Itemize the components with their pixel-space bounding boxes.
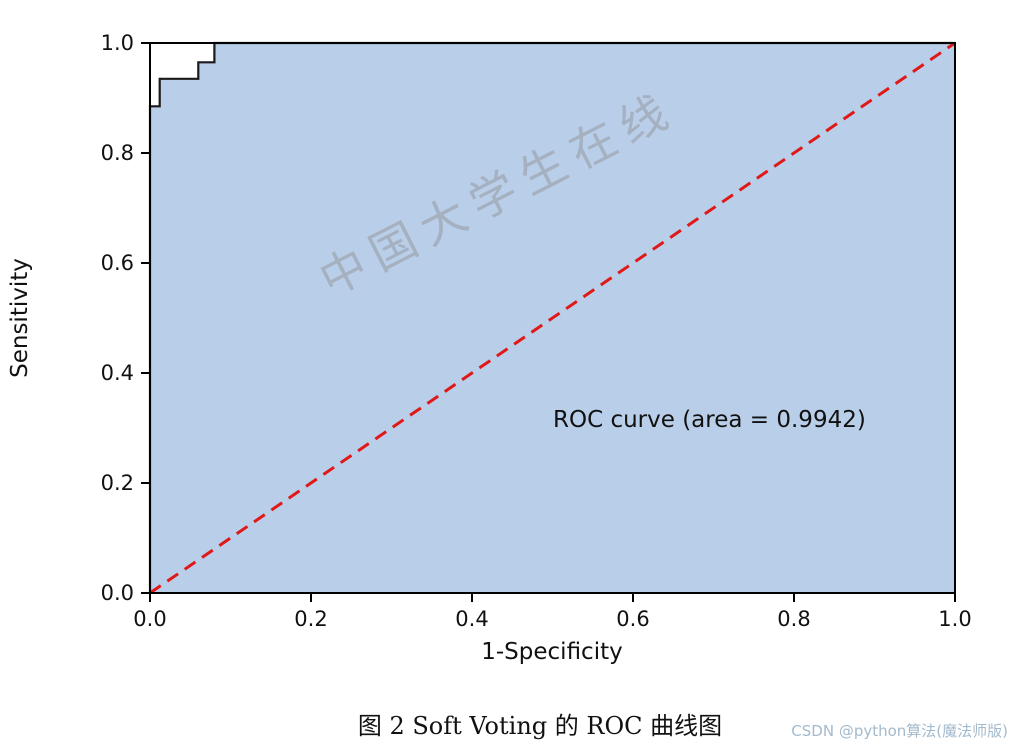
y-tick-label: 0.4 bbox=[101, 361, 134, 385]
auc-annotation: ROC curve (area = 0.9942) bbox=[553, 407, 866, 433]
plot-border bbox=[149, 42, 956, 594]
y-tick-label: 0.6 bbox=[101, 251, 134, 275]
line-layer: 0.0 0.2 0.4 0.6 0.8 1.0 0.0 0.2 0.4 0.6 0.8 1.0 bbox=[101, 31, 972, 631]
x-tick-label: 0.8 bbox=[777, 607, 810, 631]
y-tick-label: 0.2 bbox=[101, 471, 134, 495]
roc-curve-line bbox=[148, 41, 955, 593]
x-tick-label: 0.0 bbox=[133, 607, 166, 631]
y-axis-label: Sensitivity bbox=[7, 258, 33, 378]
x-tick-label: 0.2 bbox=[294, 607, 327, 631]
x-axis-label: 1-Specificity bbox=[481, 639, 622, 665]
figure-caption: 图 2 Soft Voting 的 ROC 曲线图 bbox=[358, 712, 722, 740]
y-tick-label: 0.0 bbox=[101, 581, 134, 605]
csdn-credit: CSDN @python算法(魔法师版) bbox=[791, 722, 1008, 740]
y-tick-label: 0.8 bbox=[101, 141, 134, 165]
x-tick-label: 1.0 bbox=[938, 607, 971, 631]
x-tick-label: 0.6 bbox=[616, 607, 649, 631]
chance-diagonal-line bbox=[149, 41, 956, 595]
y-tick-label: 1.0 bbox=[101, 31, 134, 55]
x-tick-label: 0.4 bbox=[455, 607, 488, 631]
